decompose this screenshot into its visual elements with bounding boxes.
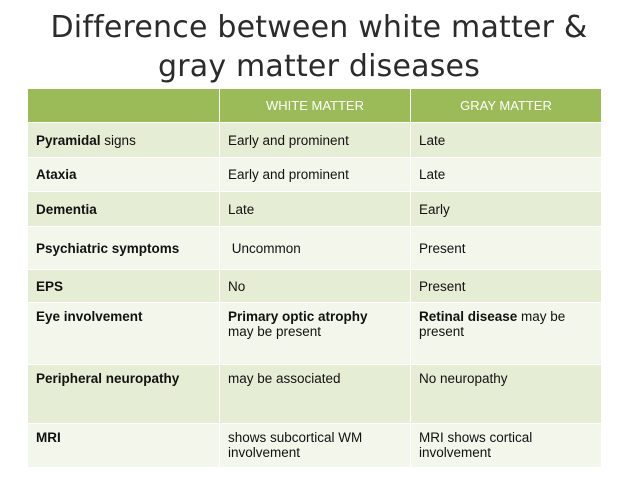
white-matter-cell: Late (219, 191, 411, 227)
gray-matter-cell: Late (410, 157, 602, 192)
white-matter-cell-bold: Primary optic atrophy (228, 309, 368, 324)
header-cell-gray-matter: GRAY MATTER (410, 88, 602, 123)
row-label: MRI (27, 423, 220, 468)
white-matter-cell: Early and prominent (219, 122, 411, 158)
gray-matter-cell-line-1: MRI shows cortical (419, 430, 533, 445)
row-label: Dementia (27, 191, 220, 227)
white-matter-cell: Primary optic atrophy may be present (219, 302, 411, 365)
header-cell-white-matter: WHITE MATTER (219, 88, 411, 123)
gray-matter-cell: MRI shows cortical involvement (410, 423, 602, 468)
gray-matter-cell-bold: Retinal disease (419, 309, 518, 324)
header-cell-empty (27, 88, 220, 123)
gray-matter-cell: Present (410, 226, 602, 270)
row-label-rest: signs (100, 132, 136, 148)
white-matter-cell-rest: may be present (228, 324, 322, 339)
row-label: Ataxia (27, 157, 220, 192)
gray-matter-cell: Retinal disease may be present (410, 302, 602, 365)
white-matter-cell: Uncommon (219, 226, 411, 270)
row-label-bold: Pyramidal (36, 132, 101, 148)
table-row: MRI shows subcortical WM involvement MRI… (27, 423, 602, 468)
table-row: EPS No Present (27, 269, 602, 303)
white-matter-cell-line-2: involvement (228, 445, 301, 460)
gray-matter-cell: No neuropathy (410, 364, 602, 424)
row-label: Peripheral neuropathy (27, 364, 220, 424)
gray-matter-cell: Late (410, 122, 602, 158)
white-matter-cell: shows subcortical WM involvement (219, 423, 411, 468)
row-label: Psychiatric symptoms (27, 226, 220, 270)
gray-matter-cell-line-2: involvement (419, 445, 492, 460)
title-line-2: gray matter diseases (157, 49, 481, 84)
table-row: Pyramidal signs Early and prominent Late (27, 122, 602, 158)
gray-matter-cell-rest: may be present (419, 309, 570, 339)
comparison-table: WHITE MATTER GRAY MATTER Pyramidal signs… (27, 88, 602, 468)
table-row: Peripheral neuropathy may be associated … (27, 364, 602, 424)
gray-matter-cell: Early (410, 191, 602, 227)
white-matter-cell: may be associated (219, 364, 411, 424)
page-title: Difference between white matter & gray m… (0, 8, 638, 86)
table-row: Ataxia Early and prominent Late (27, 157, 602, 192)
white-matter-cell: No (219, 269, 411, 303)
row-label: EPS (27, 269, 220, 303)
white-matter-cell: Early and prominent (219, 157, 411, 192)
row-label: Pyramidal signs (27, 122, 220, 158)
table-row: Eye involvement Primary optic atrophy ma… (27, 302, 602, 365)
white-matter-cell-line-1: shows subcortical WM (228, 430, 363, 445)
gray-matter-cell: Present (410, 269, 602, 303)
title-line-1: Difference between white matter & (50, 10, 588, 45)
table-row: Dementia Late Early (27, 191, 602, 227)
table-row: Psychiatric symptoms Uncommon Present (27, 226, 602, 270)
table-header-row: WHITE MATTER GRAY MATTER (27, 88, 602, 123)
row-label: Eye involvement (27, 302, 220, 365)
